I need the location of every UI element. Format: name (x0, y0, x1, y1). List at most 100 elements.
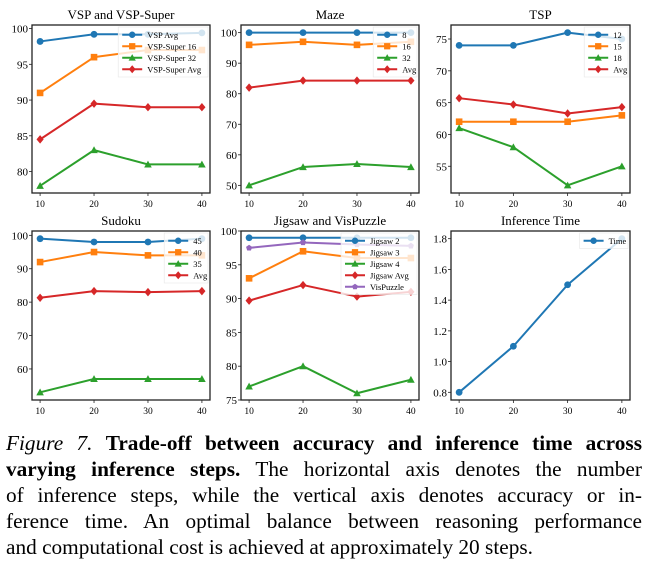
legend-label: VSP Avg (147, 30, 179, 40)
caption-text-2: The horizontal axis denotes the number (255, 457, 642, 481)
y-tick-label: 1.8 (433, 234, 447, 246)
series-line (459, 97, 622, 115)
data-point (90, 248, 98, 256)
y-tick-label: 60 (17, 364, 29, 376)
data-point (198, 103, 206, 112)
legend-label: 32 (402, 53, 411, 63)
legend-label: Avg (613, 64, 628, 74)
legend-label: 45 (193, 236, 202, 246)
legend-marker-icon (351, 237, 359, 244)
y-tick-label: 90 (17, 264, 29, 276)
series-18 (455, 124, 626, 189)
data-point (198, 286, 206, 296)
data-point (144, 103, 152, 112)
series-line (39, 290, 202, 299)
subplot-title: Jigsaw and VisPuzzle (274, 213, 387, 228)
x-tick-label: 30 (352, 407, 362, 417)
y-tick-label: 80 (226, 361, 238, 373)
data-point (299, 234, 307, 242)
legend-marker-icon (590, 237, 597, 244)
y-tick-label: 60 (226, 150, 238, 162)
x-tick-label: 40 (197, 407, 207, 417)
legend-entry: Jigsaw 3 (345, 247, 400, 257)
data-point (90, 375, 98, 382)
data-point (90, 286, 98, 296)
subplot-title: TSP (529, 7, 551, 22)
series-vsp-super-32 (36, 146, 206, 189)
axes-frame (240, 230, 420, 401)
data-point (455, 93, 463, 103)
data-point (407, 375, 415, 383)
data-point (144, 287, 152, 297)
x-tick-label: 40 (617, 200, 627, 210)
data-point (509, 143, 518, 151)
y-tick-label: 80 (226, 89, 238, 101)
data-point (353, 389, 361, 397)
series-line (458, 127, 623, 187)
legend-label: VisPuzzle (370, 282, 404, 292)
x-tick-label: 10 (35, 200, 45, 210)
y-tick-label: 90 (17, 95, 29, 107)
data-point (564, 29, 572, 37)
legend-marker-icon (351, 271, 359, 280)
legend-label: 18 (613, 53, 622, 63)
data-point (510, 118, 517, 126)
caption-line-1: Figure 7. Trade-off between accuracy and… (6, 430, 642, 456)
data-point (353, 41, 361, 49)
x-tick-label: 20 (89, 200, 99, 210)
legend-entry: 16 (377, 41, 411, 51)
y-tick-label: 100 (12, 230, 29, 242)
y-tick-label: 1.2 (433, 326, 447, 338)
caption-line-3: of inference steps, while the vertical a… (6, 483, 642, 507)
legend-marker-icon (129, 43, 136, 50)
legend: Time (579, 232, 629, 249)
y-tick-label: 100 (221, 226, 238, 238)
y-tick-label: 85 (17, 131, 29, 143)
y-tick-label: 90 (226, 58, 238, 70)
data-point (245, 41, 253, 49)
x-tick-label: 30 (352, 200, 362, 210)
data-point (455, 388, 463, 396)
figure-caption: Figure 7. Trade-off between accuracy and… (6, 430, 642, 560)
data-point (245, 83, 253, 92)
axes-frame (31, 24, 211, 194)
legend-entry: Avg (377, 64, 417, 74)
legend-label: 8 (402, 30, 406, 40)
legend-marker-icon (128, 54, 136, 61)
legend-entry: 35 (168, 259, 202, 269)
legend-marker-icon (128, 65, 136, 74)
y-tick-label: 1.6 (433, 264, 447, 276)
x-tick-label: 20 (509, 200, 519, 210)
data-point (245, 234, 253, 242)
series-35 (36, 375, 206, 396)
legend-marker-icon (175, 249, 182, 256)
data-point (198, 375, 206, 382)
legend-label: 40 (193, 247, 202, 257)
data-point (299, 280, 307, 290)
y-tick-label: 75 (226, 395, 238, 407)
y-tick-label: 1.0 (433, 357, 447, 369)
y-tick-label: 100 (221, 28, 238, 40)
legend-label: Jigsaw Avg (370, 270, 410, 280)
legend-marker-icon (128, 31, 136, 38)
data-point (455, 124, 463, 132)
series-avg (455, 93, 626, 118)
legend-label: VSP-Super 16 (147, 41, 196, 51)
data-point (618, 112, 626, 119)
series-line (459, 114, 622, 123)
data-point (299, 239, 307, 246)
y-tick-label: 100 (12, 24, 29, 36)
caption-title-part-2: varying inference steps. (6, 457, 241, 481)
legend-entry: VisPuzzle (345, 282, 404, 292)
series-line (248, 365, 412, 395)
subplot-title: VSP and VSP-Super (68, 7, 176, 22)
series-line (248, 162, 411, 187)
legend-marker-icon (351, 260, 359, 267)
data-point (144, 252, 152, 259)
y-tick-label: 95 (17, 59, 29, 71)
x-tick-label: 10 (35, 407, 45, 417)
